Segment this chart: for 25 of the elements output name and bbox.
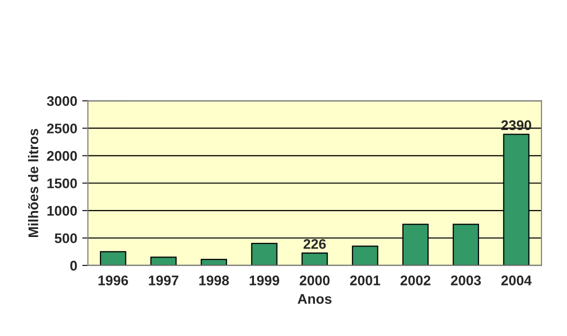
bar bbox=[302, 252, 328, 266]
x-tick-label: 1997 bbox=[148, 276, 178, 286]
y-tick-label: 3000 bbox=[46, 96, 77, 106]
bar bbox=[251, 242, 278, 266]
y-axis-title: Milhões de litros bbox=[28, 128, 38, 237]
x-tick-label: 1996 bbox=[98, 276, 128, 286]
bar bbox=[200, 258, 228, 266]
x-axis-title: Anos bbox=[298, 294, 332, 304]
x-tick-label: 2000 bbox=[300, 276, 330, 286]
y-tick-label: 1500 bbox=[47, 178, 77, 188]
x-tick-label: 2003 bbox=[450, 276, 481, 286]
y-tick-label: 500 bbox=[54, 233, 77, 244]
y-tick-label: 1000 bbox=[47, 206, 77, 216]
bar bbox=[100, 251, 126, 266]
x-tick-label: 1999 bbox=[250, 276, 280, 286]
bar bbox=[150, 256, 177, 266]
y-tick-label: 2500 bbox=[47, 124, 77, 134]
y-tick-label: 0 bbox=[70, 260, 77, 271]
data-label: 226 bbox=[304, 239, 326, 249]
x-tick-label: 2002 bbox=[400, 276, 430, 286]
x-tick-label: 2004 bbox=[501, 276, 532, 286]
x-tick-label: 1998 bbox=[199, 276, 229, 286]
x-tick-label: 2001 bbox=[350, 276, 380, 286]
bar bbox=[352, 246, 378, 266]
y-tick-label: 2000 bbox=[47, 151, 77, 161]
